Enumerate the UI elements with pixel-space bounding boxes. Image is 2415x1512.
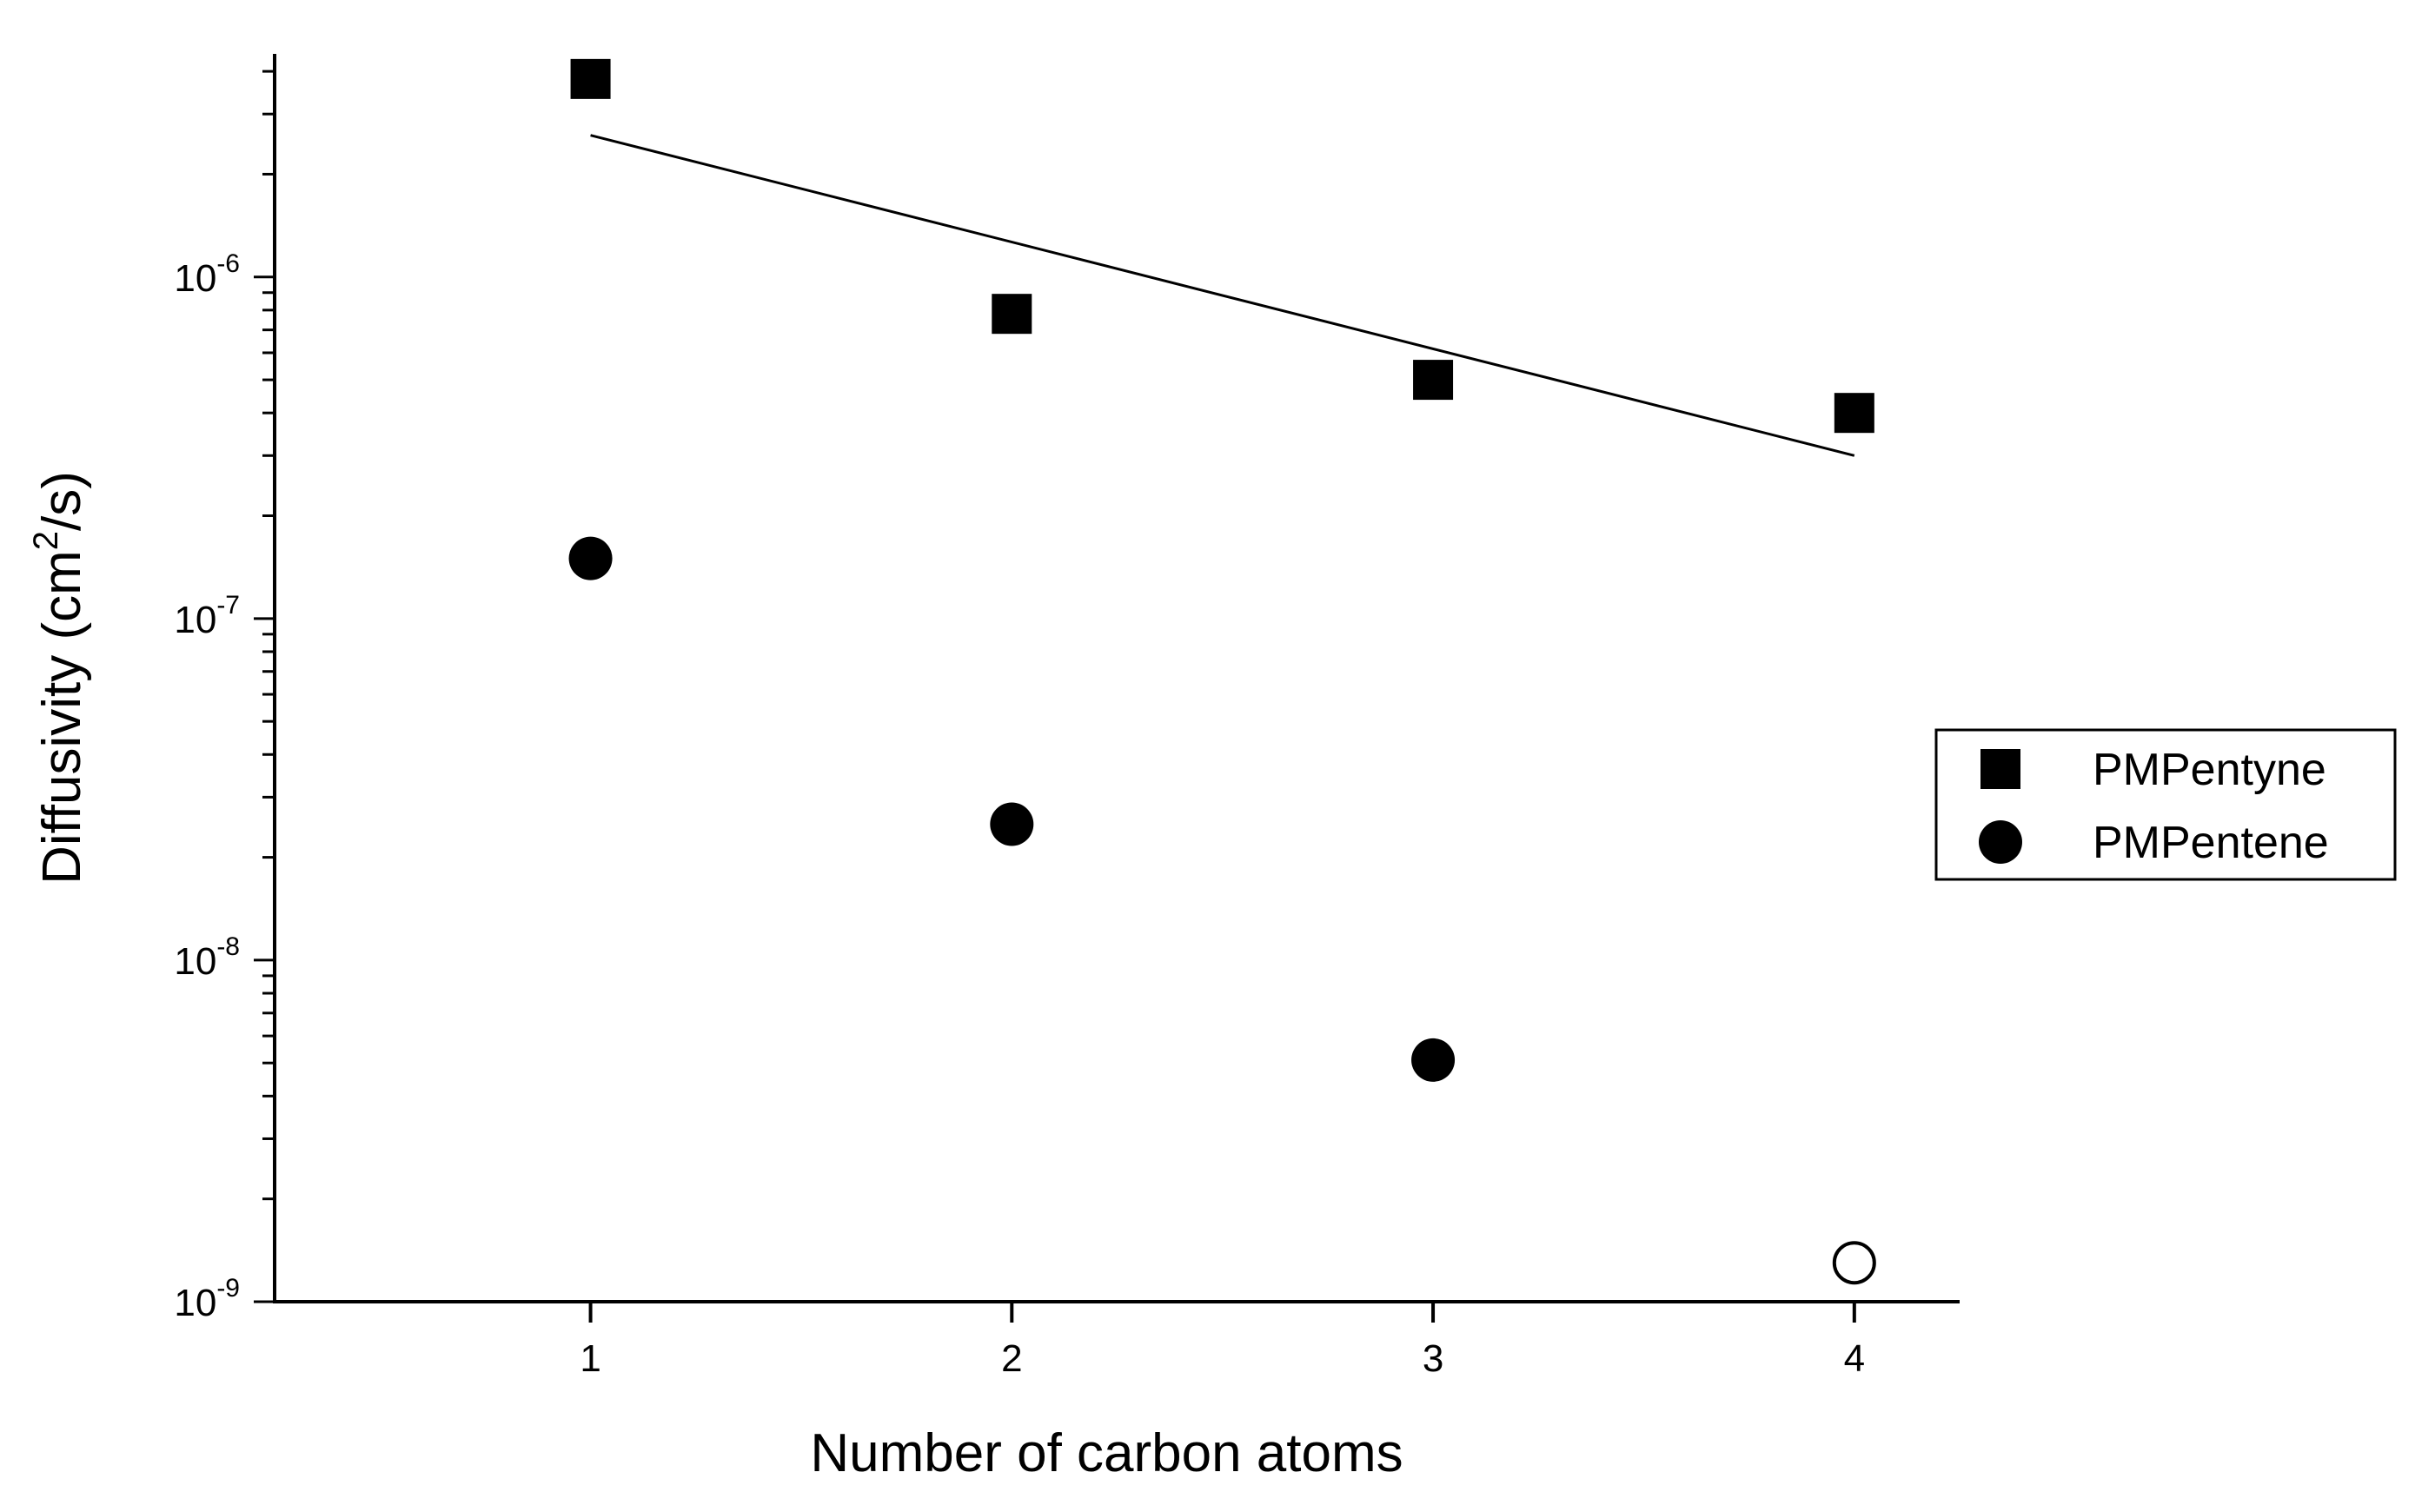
legend-label: PMPentyne: [2093, 745, 2326, 795]
pmpentene-point: [1411, 1038, 1456, 1082]
x-tick-label: 2: [1001, 1337, 1022, 1380]
y-tick-label: 10-9: [174, 1274, 240, 1324]
x-tick-label: 4: [1844, 1337, 1865, 1380]
x-tick-label: 3: [1423, 1337, 1443, 1380]
fit-line: [590, 134, 1855, 457]
pmpentene-point: [990, 802, 1034, 846]
legend-marker: [1980, 749, 2020, 789]
pmpentyne-point: [570, 58, 611, 99]
pmpentyne-point: [1834, 393, 1874, 434]
x-tick-label: 1: [580, 1337, 600, 1380]
pmpentyne-point: [992, 294, 1032, 335]
axis-labels: 1 2 3 4 10-9 10-8 10-7 10-6 Number of carbon ato…: [27, 249, 1865, 1483]
data-points: [568, 58, 1876, 1285]
y-tick-label: 10-6: [174, 249, 240, 300]
x-axis-title: Number of carbon atoms: [810, 1423, 1403, 1483]
y-tick-label: 10-8: [174, 932, 240, 983]
pmpentene-point: [1832, 1241, 1876, 1285]
fit-lines: [590, 134, 1855, 457]
legend-marker: [1979, 820, 2022, 864]
pmpentene-point: [568, 536, 613, 580]
axes: [273, 54, 1960, 1303]
axis-ticks: [254, 70, 1856, 1323]
legend: PMPentyne PMPentene: [1934, 728, 2397, 881]
y-tick-label: 10-7: [174, 591, 240, 641]
legend-label: PMPentene: [2093, 818, 2329, 868]
pmpentyne-point: [1413, 360, 1454, 401]
y-axis-title: Diffusivity (cm2/s): [27, 471, 92, 885]
